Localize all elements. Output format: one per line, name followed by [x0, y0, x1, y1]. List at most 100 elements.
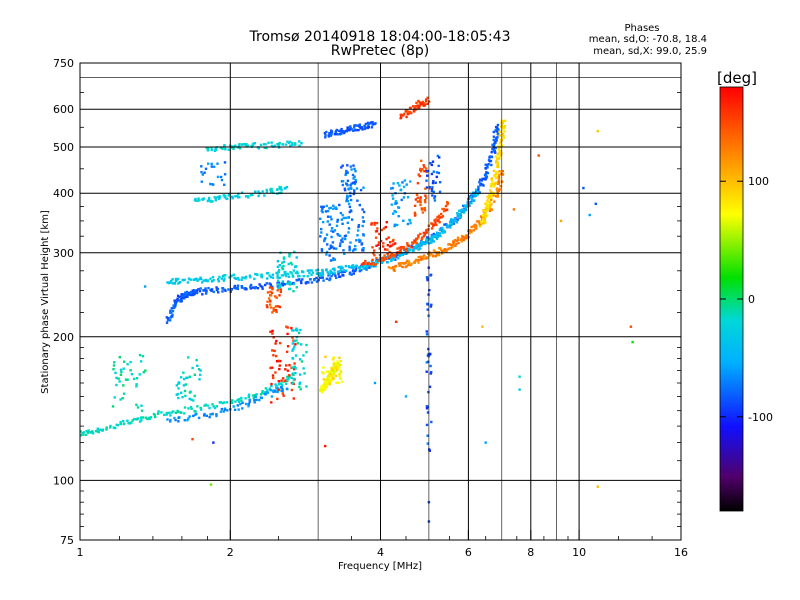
data-point — [330, 218, 333, 221]
data-point — [392, 255, 395, 258]
data-point — [191, 289, 194, 292]
data-point — [423, 104, 427, 107]
data-point — [276, 285, 279, 288]
data-point — [413, 108, 416, 112]
data-point — [366, 262, 369, 266]
data-point — [396, 247, 399, 250]
data-point — [175, 384, 178, 387]
data-point — [359, 188, 363, 192]
data-point — [385, 221, 388, 224]
data-point — [419, 255, 422, 258]
stats-heading: Phases — [624, 23, 659, 34]
data-point — [394, 265, 397, 268]
data-point — [336, 232, 339, 236]
data-point — [431, 181, 435, 185]
data-point — [483, 216, 487, 220]
data-point — [463, 207, 466, 210]
data-point — [421, 211, 425, 214]
data-point — [332, 204, 335, 207]
data-point — [484, 167, 487, 170]
data-point — [425, 240, 429, 243]
data-point — [276, 387, 279, 390]
data-point — [490, 177, 494, 180]
data-point — [140, 404, 143, 407]
data-point — [313, 278, 316, 282]
data-point — [354, 178, 357, 182]
data-point — [459, 216, 462, 219]
data-point — [394, 253, 397, 257]
data-point — [169, 281, 173, 284]
data-point — [423, 169, 426, 173]
data-point — [197, 288, 200, 291]
data-point — [377, 259, 380, 262]
data-point — [373, 221, 376, 225]
data-point — [430, 172, 434, 176]
data-point — [279, 359, 282, 363]
data-point — [252, 394, 255, 397]
data-point — [334, 206, 337, 209]
data-point — [174, 418, 177, 422]
data-point — [360, 265, 364, 268]
data-point — [232, 273, 235, 276]
data-point — [439, 247, 442, 250]
data-point — [223, 408, 227, 411]
data-point — [321, 210, 324, 214]
data-point — [345, 129, 348, 133]
data-point — [215, 405, 218, 408]
data-point — [501, 121, 505, 124]
data-point — [425, 241, 428, 244]
data-point — [349, 165, 352, 168]
data-point — [188, 415, 191, 418]
data-point — [263, 194, 266, 197]
data-point — [361, 208, 364, 211]
data-point — [405, 115, 408, 119]
data-point — [173, 304, 177, 308]
data-point — [289, 283, 292, 286]
data-point — [358, 123, 362, 126]
data-point — [201, 293, 204, 296]
data-point — [199, 276, 202, 279]
data-point — [480, 179, 484, 182]
data-point — [436, 233, 440, 236]
data-point — [181, 296, 184, 300]
data-point — [490, 208, 494, 211]
data-point — [406, 250, 410, 254]
x-tick-label: 1 — [77, 546, 84, 559]
data-point — [216, 196, 219, 199]
data-point — [201, 173, 204, 176]
data-point — [244, 195, 248, 198]
data-point — [498, 155, 501, 159]
data-point — [426, 174, 429, 177]
data-point — [332, 362, 336, 366]
data-point — [177, 416, 180, 419]
data-point — [308, 271, 311, 275]
data-point — [472, 229, 476, 232]
data-point — [346, 164, 349, 167]
data-point — [323, 239, 326, 243]
data-point — [165, 411, 169, 415]
x-axis-label: Frequency [MHz] — [338, 561, 422, 572]
data-point — [332, 257, 335, 260]
data-point — [493, 143, 496, 146]
data-point — [350, 209, 353, 213]
data-point — [317, 278, 320, 282]
data-point — [271, 287, 274, 290]
data-point — [309, 278, 312, 281]
data-point — [347, 202, 351, 206]
data-point — [325, 250, 329, 254]
data-point — [332, 356, 335, 359]
data-point — [375, 244, 378, 247]
data-point — [326, 370, 329, 373]
data-point — [180, 411, 183, 414]
data-point — [401, 262, 405, 265]
data-point — [179, 281, 182, 284]
data-point — [329, 378, 332, 381]
data-point — [233, 286, 236, 289]
data-point — [266, 305, 269, 309]
data-point — [430, 371, 433, 374]
data-point — [411, 242, 414, 246]
data-point — [177, 420, 180, 423]
data-point — [346, 171, 349, 174]
data-point — [144, 369, 147, 372]
data-point — [373, 223, 376, 226]
